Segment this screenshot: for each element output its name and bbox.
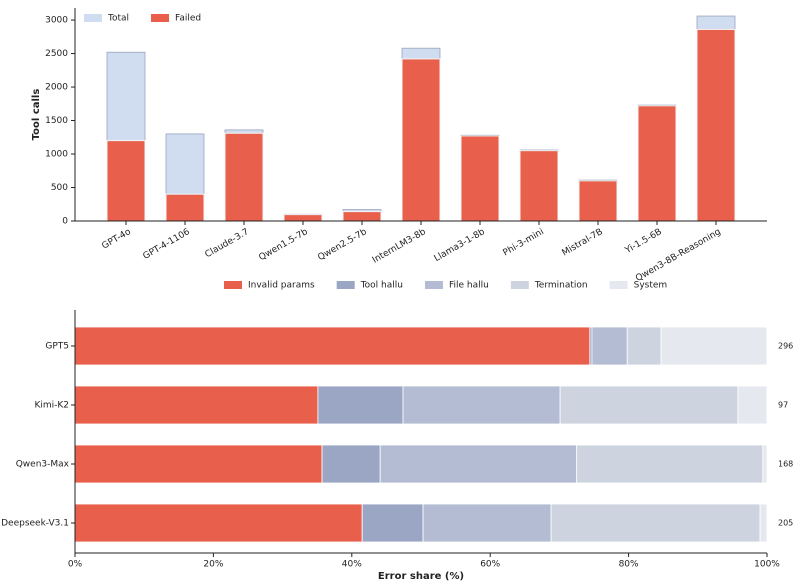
- bar: [519, 150, 559, 222]
- bar: [460, 135, 500, 222]
- bar: [224, 132, 264, 222]
- bar-segment: [74, 326, 591, 366]
- bar-segment: [361, 503, 424, 543]
- x-tick-label: Mistral-7B: [560, 227, 604, 258]
- y-tick-label: 2500: [45, 49, 68, 59]
- bar: [637, 105, 677, 222]
- bar-segment: [422, 503, 552, 543]
- bar: [165, 193, 205, 222]
- bar-segment: [737, 385, 768, 425]
- legend-swatch: [84, 14, 102, 22]
- legend-label: Total: [107, 14, 129, 24]
- bar-segment: [660, 326, 768, 366]
- y-tick-label: 1500: [45, 116, 68, 126]
- y-tick-label: 500: [51, 183, 68, 193]
- y-tick-label: Deepseek-V3.1: [1, 519, 69, 529]
- x-tick-label: 60%: [480, 560, 500, 570]
- y-tick-label: 1000: [45, 150, 68, 160]
- bar-segment: [626, 326, 662, 366]
- legend-label: Invalid params: [248, 281, 315, 291]
- legend-swatch: [424, 281, 443, 289]
- x-tick-label: 20%: [203, 560, 223, 570]
- y-tick-label: GPT5: [45, 342, 69, 352]
- y-tick-label: Qwen3-Max: [16, 460, 70, 470]
- bar-segment: [74, 503, 363, 543]
- x-tick-label: 0%: [68, 560, 83, 570]
- bar: [578, 180, 618, 222]
- legend-swatch: [151, 14, 170, 22]
- bar-segment: [317, 385, 404, 425]
- x-tick-label: Phi-3-mini: [501, 227, 545, 258]
- bar-segment: [576, 444, 764, 484]
- legend-swatch: [224, 281, 242, 289]
- y-tick-label: 3000: [45, 16, 68, 26]
- x-tick-label: 80%: [619, 560, 639, 570]
- bar-segment: [74, 444, 323, 484]
- bar-segment: [550, 503, 761, 543]
- x-tick-label: Qwen1.5-7b: [257, 227, 310, 263]
- bar-segment: [379, 444, 578, 484]
- x-tick-label: 100%: [754, 560, 780, 570]
- x-tick-label: InternLM3-8b: [371, 227, 428, 266]
- bar-segment: [321, 444, 381, 484]
- y-tick-label: 2000: [45, 83, 68, 93]
- bar-segment: [402, 385, 561, 425]
- legend-label: Tool hallu: [360, 281, 403, 291]
- bar-segment: [591, 326, 628, 366]
- total-label: 296: [778, 342, 793, 351]
- y-axis-label: Tool calls: [31, 89, 42, 141]
- legend-label: Termination: [534, 281, 588, 291]
- bar-segment: [759, 503, 768, 543]
- x-axis-label: Error share (%): [378, 571, 464, 582]
- bar: [696, 28, 736, 222]
- legend-label: Failed: [175, 14, 201, 24]
- bar: [401, 58, 441, 222]
- x-tick-label: Yi-1.5-6B: [623, 227, 664, 256]
- legend-swatch: [336, 281, 355, 289]
- legend-label: File hallu: [449, 281, 489, 291]
- x-tick-label: Llama3-1-8b: [433, 227, 487, 264]
- y-tick-label: Kimi-K2: [34, 401, 69, 411]
- total-label: 168: [778, 460, 793, 469]
- bar-segment: [762, 444, 768, 484]
- total-label: 205: [778, 519, 793, 528]
- bar: [106, 140, 146, 222]
- x-tick-label: GPT-4-1106: [142, 227, 192, 262]
- legend-label: System: [634, 281, 668, 291]
- bar-segment: [74, 385, 319, 425]
- bar: [342, 211, 382, 222]
- x-tick-label: Claude-3.7: [203, 227, 250, 260]
- total-label: 97: [778, 401, 788, 410]
- bar: [283, 214, 323, 222]
- x-tick-label: Qwen2.5-7b: [316, 227, 369, 263]
- legend-swatch: [609, 281, 628, 289]
- y-tick-label: 0: [62, 217, 68, 227]
- legend-swatch: [510, 281, 529, 289]
- x-tick-label: GPT-4o: [100, 227, 133, 252]
- bar-segment: [559, 385, 739, 425]
- x-tick-label: 40%: [342, 560, 362, 570]
